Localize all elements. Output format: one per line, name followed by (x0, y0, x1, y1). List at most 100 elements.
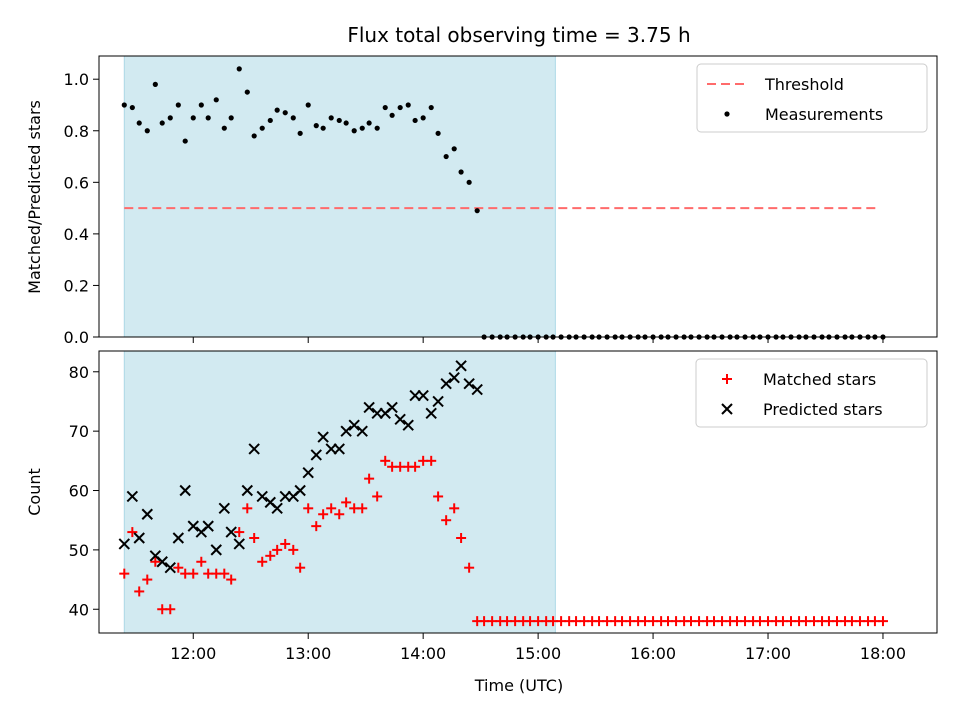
matched-star-point (364, 473, 375, 484)
measurement-point (159, 120, 165, 126)
matched-star-point (165, 604, 176, 615)
x-tick-label: 17:00 (745, 644, 791, 663)
matched-star-point (357, 503, 368, 514)
measurement-point (374, 125, 380, 131)
predicted-star-point (448, 372, 460, 384)
measurement-point (443, 153, 449, 160)
measurement-point (389, 112, 395, 118)
legend-predicted-label: Predicted stars (763, 400, 883, 419)
matched-star-point (877, 616, 888, 627)
measurement-point (167, 115, 173, 121)
measurement-point (136, 120, 142, 126)
matched-star-point (288, 544, 299, 555)
measurement-point (198, 102, 204, 108)
predicted-star-point (463, 377, 475, 390)
bottom-y-tick-label: 40 (69, 600, 89, 619)
measurement-point (282, 110, 288, 116)
x-tick-label: 13:00 (285, 644, 331, 663)
predicted-star-point (402, 419, 414, 431)
predicted-star-point (164, 561, 176, 574)
x-tick-label: 16:00 (630, 644, 676, 663)
predicted-star-point (141, 508, 153, 520)
measurement-point (328, 115, 334, 121)
bottom-legend-box (695, 358, 928, 428)
measurement-point (435, 130, 441, 136)
legend-measurements-label: Measurements (765, 105, 883, 124)
measurement-point (451, 146, 457, 152)
matched-star-point (234, 527, 245, 538)
top-y-tick-label: 0.4 (64, 225, 89, 244)
predicted-star-point (417, 389, 429, 402)
matched-star-point (380, 455, 391, 466)
measurement-point (458, 169, 464, 175)
bottom-y-tick-label: 80 (69, 363, 89, 382)
measurement-point (251, 133, 257, 139)
matched-star-point (464, 562, 475, 573)
measurement-point (336, 117, 342, 124)
bottom-plot-frame (98, 350, 938, 634)
top-legend-box (696, 63, 928, 133)
top-y-tick-label: 0.6 (64, 173, 89, 192)
predicted-star-point (386, 401, 398, 414)
measurement-point (305, 102, 311, 108)
matched-star-point (433, 491, 444, 502)
matched-star-point (341, 497, 352, 508)
matched-star-point (449, 503, 460, 514)
bottom-y-tick-label: 50 (69, 541, 89, 560)
predicted-star-point (241, 484, 253, 497)
predicted-star-point (256, 490, 268, 503)
matched-star-point (196, 556, 207, 567)
measurement-point (313, 123, 319, 129)
predicted-star-point (394, 413, 406, 425)
measurement-point (228, 115, 234, 121)
matched-star-point (134, 586, 145, 597)
measurement-point (351, 128, 357, 134)
x-tick-label: 14:00 (400, 644, 446, 663)
predicted-star-point (156, 556, 168, 568)
measurement-point (274, 107, 280, 113)
measurement-point (428, 104, 434, 111)
predicted-star-point (317, 431, 329, 443)
predicted-star-point (172, 532, 185, 544)
matched-star-point (188, 568, 199, 579)
predicted-star-point (225, 526, 237, 538)
measurement-point (382, 104, 388, 111)
measurement-point (244, 89, 250, 95)
bottom-y-tick-label: 70 (69, 422, 89, 441)
legend-threshold-label: Threshold (764, 75, 844, 94)
top-y-axis-label: Matched/Predicted stars (25, 100, 44, 294)
matched-star-point (142, 574, 153, 585)
predicted-star-point (248, 443, 260, 455)
predicted-star-point (432, 395, 444, 408)
predicted-star-point (455, 360, 467, 372)
measurement-point (175, 102, 181, 108)
measurement-point (474, 208, 480, 214)
predicted-star-point (179, 484, 191, 497)
measurement-point (320, 125, 326, 131)
matched-star-point (318, 509, 329, 520)
measurement-point (259, 125, 265, 131)
chart-title: Flux total observing time = 3.75 h (347, 23, 690, 47)
matched-star-point (311, 521, 322, 532)
measurement-point (129, 104, 135, 111)
predicted-star-point (425, 407, 437, 420)
predicted-star-point (471, 383, 483, 396)
predicted-star-point (233, 538, 245, 550)
matched-star-point (242, 503, 253, 514)
matched-star-point (410, 461, 421, 472)
measurement-point (366, 120, 372, 126)
matched-star-point (173, 562, 184, 573)
measurement-point (397, 104, 403, 111)
matched-star-point (326, 503, 337, 514)
x-axis-label: Time (UTC) (474, 676, 563, 695)
measurement-point (290, 115, 296, 121)
predicted-star-point (271, 502, 283, 515)
matched-star-point (334, 509, 345, 520)
predicted-star-point (118, 538, 130, 550)
top-legend: Threshold Measurements (696, 63, 928, 133)
x-tick-label: 12:00 (170, 644, 216, 663)
predicted-star-point (310, 449, 322, 461)
measurement-point (420, 115, 426, 121)
matched-star-point (426, 455, 437, 466)
